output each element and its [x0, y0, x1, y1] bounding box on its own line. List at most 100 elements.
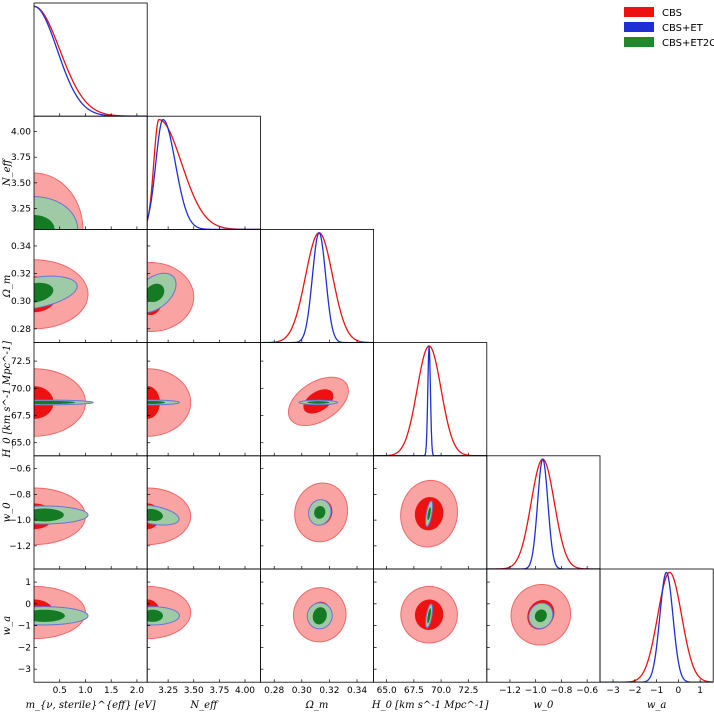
legend-label-cbs-et: CBS+ET [662, 23, 704, 34]
x-tick-label: 0.5 [53, 686, 67, 696]
contour-et-1sigma [34, 609, 65, 622]
x-tick-label: 0.30 [292, 686, 312, 696]
x-tick-label: 0.34 [347, 686, 367, 696]
x-tick-label: 4.00 [235, 686, 255, 696]
y-axis-label-om: Ω_m [2, 275, 13, 299]
x-axis-label-h0: H_0 [km s^-1 Mpc^-1] [371, 700, 489, 711]
x-tick-label: −3 [606, 686, 619, 696]
y-tick-label: 0.30 [11, 297, 31, 307]
panel-content [147, 487, 192, 546]
x-tick-label: 0.28 [264, 686, 284, 696]
panel-m-neff: 3.25 3.50 3.75 4.00 [11, 115, 148, 230]
x-axis-label-om: Ω_m [305, 700, 329, 711]
y-tick-label: 0.32 [11, 270, 31, 280]
legend-label-cbs-et2ce: CBS+ET2CE [662, 38, 714, 49]
panel-neff-om [146, 228, 261, 343]
marginal-h0-cbs-et [373, 346, 487, 456]
contour-et-1sigma [147, 509, 163, 521]
x-axis-label-w0: w_0 [533, 700, 554, 711]
panel-om-w0 [259, 455, 374, 570]
x-tick-label: 3.75 [209, 686, 229, 696]
y-axis-label-neff: N_eff [2, 158, 13, 188]
panel-m-w0: −1.2 −1.0 −0.8 −0.6 [9, 455, 148, 570]
y-tick-label: 72.5 [11, 357, 31, 367]
x-tick-label: −1.2 [499, 686, 521, 696]
marginal-neff-cbs [147, 118, 261, 230]
x-tick-label: 1.5 [104, 686, 118, 696]
y-axis-label-h0: H_0 [km s^-1 Mpc^-1] [2, 341, 13, 459]
y-tick-label: −1 [18, 622, 31, 632]
y-tick-label: −0.6 [9, 465, 31, 475]
axis-labels: m_{ν, sterile}^{eff} [eV] N_eff N_eff Ω_m Ω_… [2, 158, 666, 711]
panel-frame [33, 2, 148, 117]
x-tick-label: −0.6 [576, 686, 598, 696]
contour-et-1sigma [147, 609, 163, 622]
panel-h0-h0 [373, 342, 488, 457]
y-tick-label: −1.0 [9, 516, 31, 526]
x-tick-label: 0 [676, 686, 682, 696]
x-axis-label-neff: N_eff [189, 700, 219, 711]
panel-om-om [259, 228, 374, 343]
y-tick-label: −0.8 [9, 490, 31, 500]
marginal-wa-cbs-et [600, 571, 714, 683]
panel-om-wa: 0.28 0.30 0.32 0.34 [259, 568, 374, 696]
panel-frame [146, 115, 261, 230]
x-tick-label: 72.5 [458, 686, 478, 696]
marginal-m-cbs [34, 5, 148, 117]
x-tick-label: 2.0 [130, 686, 145, 696]
panel-content [147, 118, 261, 230]
panel-content [373, 345, 487, 456]
panel-content [147, 262, 195, 333]
contour-et-1sigma [147, 283, 165, 303]
panel-content [292, 587, 347, 643]
y-tick-label: 70.0 [11, 384, 31, 394]
panel-om-h0 [259, 342, 374, 457]
panel-neff-h0 [146, 342, 261, 457]
panel-content [34, 487, 89, 546]
contour-et-1sigma [314, 506, 326, 519]
y-tick-label: −2 [18, 643, 31, 653]
panel-m-wa: 0.5 1.0 1.5 2.0 −3 −2 −1 0 1 [18, 568, 148, 696]
panel-content [400, 479, 459, 548]
legend: CBS CBS+ET CBS+ET2CE [624, 7, 714, 49]
y-tick-label: 3.25 [11, 204, 31, 214]
marginal-om-cbs [260, 232, 374, 343]
contour-et-1sigma [34, 400, 76, 405]
panel-content [34, 585, 89, 640]
panel-content [294, 482, 349, 543]
panel-content [400, 585, 458, 644]
y-tick-label: 4.00 [11, 128, 31, 138]
contour-et-1sigma [312, 607, 327, 625]
panel-w0-wa: −1.2 −1.0 −0.8 −0.6 [486, 568, 601, 696]
contour-et-1sigma [34, 508, 64, 522]
x-tick-label: −1 [650, 686, 663, 696]
marginal-wa-cbs [600, 571, 714, 683]
y-tick-label: 3.50 [11, 179, 31, 189]
panel-content [287, 376, 349, 427]
x-axis-label-m: m_{ν, sterile}^{eff} [eV] [26, 700, 156, 711]
x-tick-label: 1.0 [78, 686, 93, 696]
x-tick-label: 0.32 [319, 686, 339, 696]
panel-content [510, 583, 572, 646]
x-tick-label: −1.0 [525, 686, 547, 696]
marginal-w0-cbs [486, 458, 600, 569]
contour-et-1sigma [427, 608, 431, 624]
panel-m-om: 0.28 0.30 0.32 0.34 [11, 228, 148, 343]
x-tick-label: 70.0 [431, 686, 451, 696]
y-axis-label-w0: w_0 [2, 502, 13, 523]
y-tick-label: 1 [25, 578, 31, 588]
x-tick-label: 67.5 [404, 686, 424, 696]
legend-swatch-cbs-et2ce [624, 37, 654, 47]
x-tick-label: 3.50 [184, 686, 204, 696]
y-tick-label: −1.2 [9, 542, 31, 552]
panel-neff-neff [146, 115, 261, 230]
y-tick-label: 65.0 [11, 439, 31, 449]
panel-h0-wa: 65.0 67.5 70.0 72.5 [373, 568, 488, 696]
legend-swatch-cbs-et [624, 22, 654, 32]
panel-neff-wa: 3.25 3.50 3.75 4.00 [146, 568, 261, 696]
panel-grid: 3.25 3.50 3.75 4.00 0.28 0.30 0.32 0.34 65.0 67.5… [9, 2, 714, 696]
marginal-m-cbs-et [34, 5, 148, 117]
legend-swatch-cbs [624, 7, 654, 17]
x-axis-label-wa: w_a [647, 700, 667, 711]
